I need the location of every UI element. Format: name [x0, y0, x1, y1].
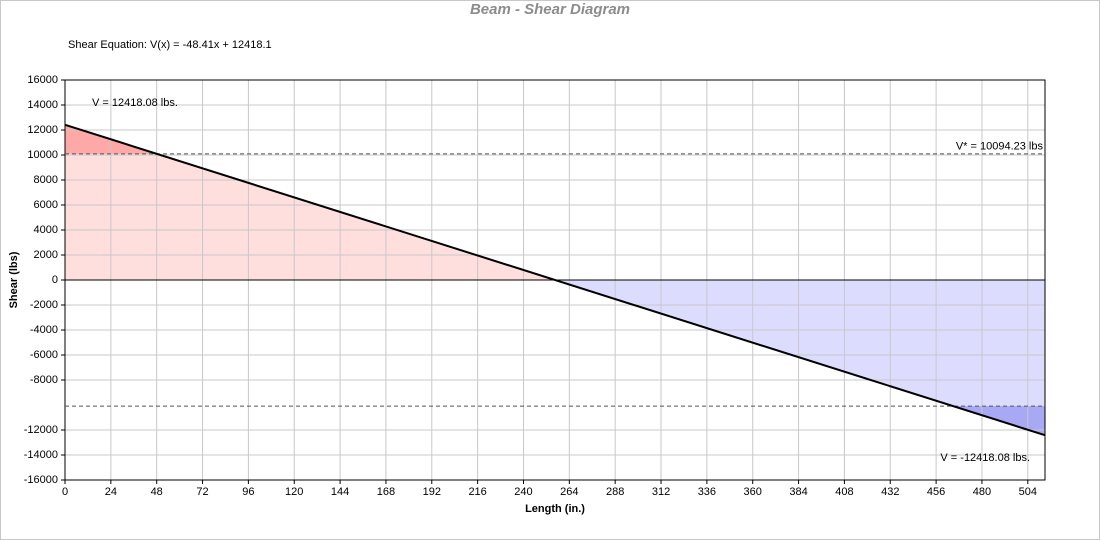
x-tick-label: 48	[151, 486, 163, 498]
x-tick-label: 192	[423, 486, 441, 498]
x-axis-label: Length (in.)	[525, 503, 585, 515]
y-tick-label: -14000	[24, 449, 58, 461]
x-tick-label: 288	[606, 486, 624, 498]
x-tick-label: 456	[927, 486, 945, 498]
x-tick-label: 480	[973, 486, 991, 498]
y-tick-label: -8000	[30, 374, 58, 386]
y-tick-label: 16000	[27, 74, 58, 86]
end-label: V = 12418.08 lbs.	[92, 97, 178, 109]
y-tick-label: 0	[52, 274, 58, 286]
x-tick-label: 0	[62, 486, 68, 498]
chart-title: Beam - Shear Diagram	[470, 1, 630, 18]
y-tick-label: 12000	[27, 124, 58, 136]
x-tick-label: 360	[744, 486, 762, 498]
y-tick-label: 14000	[27, 99, 58, 111]
threshold-label: V* = 10094.23 lbs	[956, 141, 1044, 153]
y-tick-label: -12000	[24, 424, 58, 436]
x-tick-label: 144	[331, 486, 349, 498]
x-tick-label: 96	[242, 486, 254, 498]
x-tick-label: 432	[881, 486, 899, 498]
x-tick-label: 336	[698, 486, 716, 498]
y-tick-label: -16000	[24, 474, 58, 486]
y-tick-label: 10000	[27, 149, 58, 161]
x-tick-label: 240	[514, 486, 532, 498]
y-tick-label: -4000	[30, 324, 58, 336]
y-tick-label: 6000	[34, 199, 58, 211]
x-tick-label: 504	[1019, 486, 1037, 498]
end-label: V = -12418.08 lbs.	[940, 452, 1030, 464]
equation: Shear Equation: V(x) = -48.41x + 12418.1	[68, 39, 272, 51]
x-tick-label: 384	[789, 486, 807, 498]
y-tick-label: 2000	[34, 249, 58, 261]
y-tick-label: 4000	[34, 224, 58, 236]
x-tick-label: 72	[196, 486, 208, 498]
x-tick-label: 24	[105, 486, 117, 498]
y-tick-label: -6000	[30, 349, 58, 361]
y-axis-label: Shear (lbs)	[8, 251, 20, 308]
y-tick-label: 8000	[34, 174, 58, 186]
x-tick-label: 168	[377, 486, 395, 498]
x-tick-label: 216	[468, 486, 486, 498]
x-tick-label: 312	[652, 486, 670, 498]
x-tick-label: 408	[835, 486, 853, 498]
y-tick-label: -2000	[30, 299, 58, 311]
x-tick-label: 264	[560, 486, 578, 498]
x-tick-label: 120	[285, 486, 303, 498]
shear-line	[64, 123, 1046, 437]
